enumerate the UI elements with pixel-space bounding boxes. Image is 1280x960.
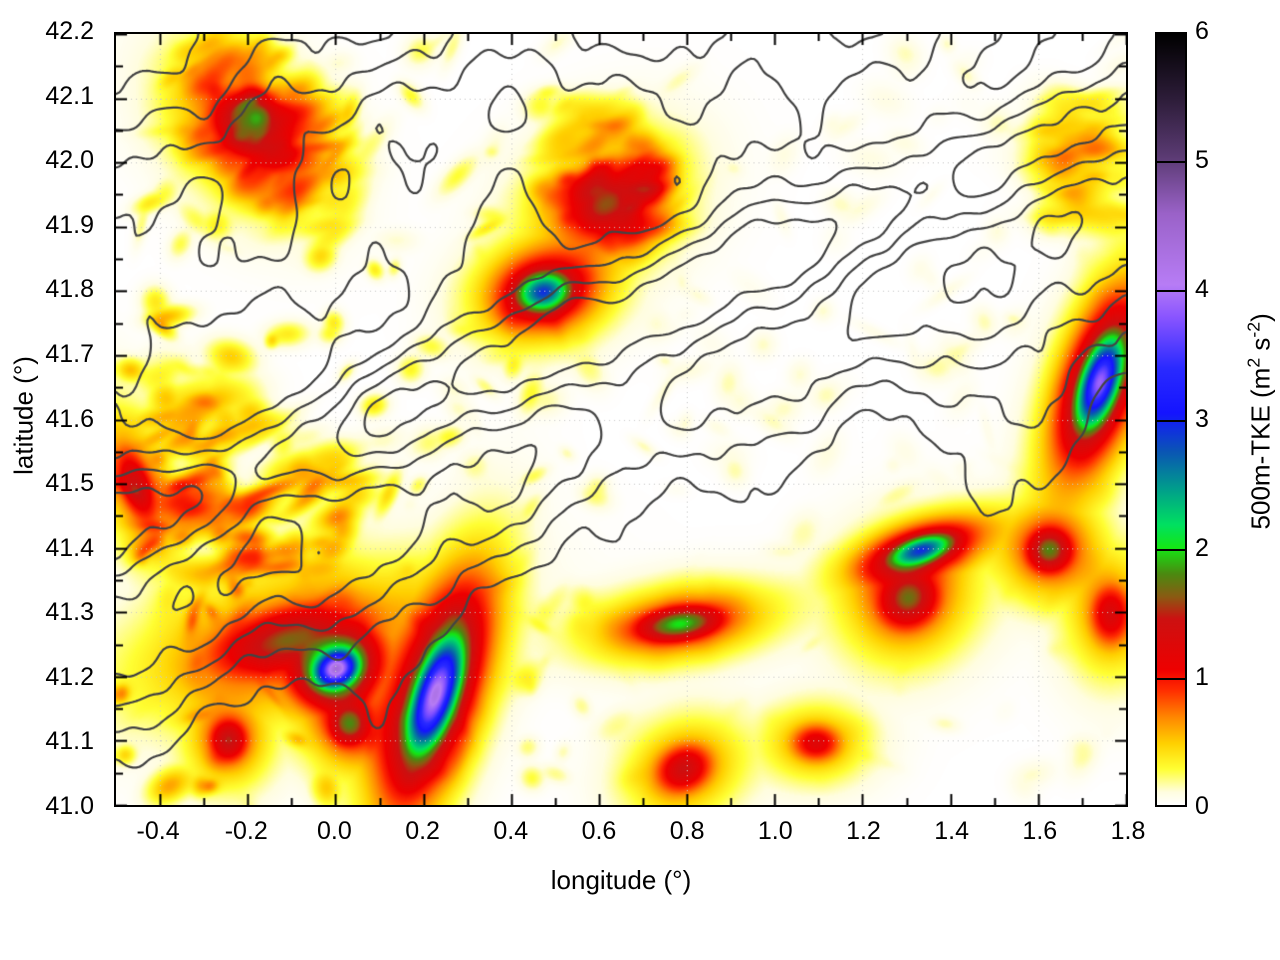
heatmap-canvas: [116, 34, 1126, 805]
x-tick-label: 1.0: [757, 817, 793, 845]
y-tick-label: 41.1: [45, 727, 94, 756]
colorbar-tick-label: 3: [1195, 404, 1209, 433]
colorbar-tick-mark: [1155, 161, 1187, 164]
x-tick-label: 1.8: [1110, 817, 1146, 845]
x-tick-label: -0.2: [224, 817, 268, 845]
y-tick-label: 41.2: [45, 662, 94, 691]
y-tick-label: 42.2: [45, 17, 94, 45]
x-axis-label: longitude (°): [550, 865, 692, 895]
plot-area: [114, 32, 1128, 807]
x-tick-label: 1.2: [846, 817, 881, 845]
colorbar-tick-mark: [1155, 290, 1187, 293]
y-tick-label: 41.0: [45, 792, 94, 820]
colorbar-tick-label: 6: [1195, 17, 1209, 45]
x-tick-label: 0.4: [493, 817, 529, 845]
y-tick-label: 41.5: [45, 469, 94, 498]
y-tick-label: 41.8: [45, 275, 94, 304]
x-tick-label: -0.4: [136, 817, 180, 845]
x-tick-label: 1.6: [1022, 817, 1058, 845]
y-tick-label: 42.1: [45, 81, 94, 110]
y-tick-label: 41.7: [45, 339, 94, 368]
x-tick-label: 0.2: [405, 817, 440, 845]
y-tick-label: 42.0: [45, 146, 94, 175]
x-tick-label: 0.6: [581, 817, 617, 845]
colorbar-tick-label: 5: [1195, 146, 1209, 175]
x-tick-label: 0.0: [317, 817, 352, 845]
colorbar-tick-label: 1: [1195, 662, 1209, 691]
y-tick-label: 41.4: [45, 533, 94, 562]
colorbar-tick-mark: [1155, 419, 1187, 422]
colorbar-tick-label: 2: [1195, 533, 1209, 562]
x-tick-label: 0.8: [669, 817, 705, 845]
colorbar-tick-label: 0: [1195, 792, 1209, 820]
y-tick-label: 41.6: [45, 404, 94, 433]
y-tick-label: 41.9: [45, 210, 94, 239]
colorbar-tick-mark: [1155, 548, 1187, 551]
x-tick-label: 1.4: [934, 817, 970, 845]
colorbar-tick-label: 4: [1195, 275, 1209, 304]
y-axis-label: latitude (°): [8, 356, 39, 475]
y-tick-label: 41.3: [45, 598, 94, 627]
colorbar-tick-mark: [1155, 677, 1187, 680]
colorbar: 0 1 2 3 4 5 6: [1155, 19, 1209, 819]
colorbar-label: 500m-TKE (m2 s-2): [1243, 313, 1276, 530]
